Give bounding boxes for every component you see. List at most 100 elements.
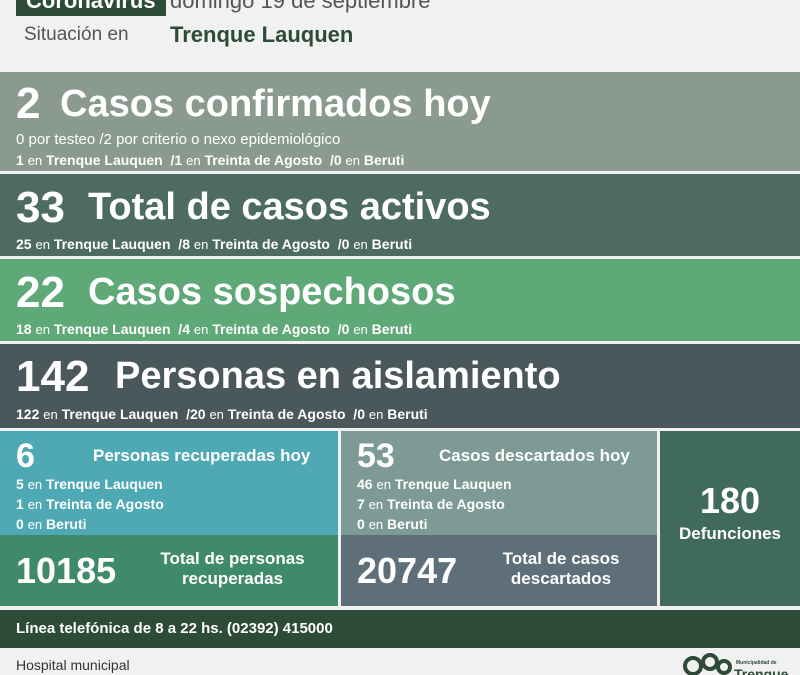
suspected-tl-count: 18 (16, 321, 32, 337)
en-label: en (27, 153, 43, 168)
confirmed-number: 2 (16, 79, 41, 128)
en-label: en (27, 477, 43, 492)
discarded-today-panel: 53 Casos descartados hoy 46 en Trenque L… (341, 431, 657, 535)
tl-label: Trenque Lauquen (53, 321, 171, 337)
beruti-label: Beruti (371, 236, 413, 252)
en-label: en (193, 237, 209, 252)
ta-label: Treinta de Agosto (46, 496, 164, 512)
recovered-today-title: Personas recuperadas hoy (93, 446, 311, 465)
discarded-today-number: 53 (357, 437, 395, 475)
deaths-label: Defunciones (678, 524, 782, 543)
footer-text: Hospital municipal (16, 657, 130, 673)
isolation-title: Personas en aislamiento (115, 355, 561, 397)
confirmed-be-count: 0 (333, 152, 342, 168)
en-label: en (35, 237, 50, 252)
suspected-number: 22 (16, 268, 65, 317)
recovered-today-be-count: 0 (16, 516, 24, 532)
situation-label: Situación en (24, 24, 129, 45)
discarded-today-be: 0 en Beruti (357, 517, 428, 531)
suspected-be-count: 0 (341, 321, 350, 337)
separator: / (178, 321, 183, 337)
beruti-label: Beruti (387, 406, 428, 422)
beruti-label: Beruti (46, 516, 87, 532)
active-ta-count: 8 (182, 236, 190, 252)
confirmed-breakdown-test: 0 por testeo (16, 131, 96, 148)
recovered-today-number: 6 (16, 437, 35, 475)
tl-label: Trenque Lauquen (394, 476, 512, 492)
ta-label: Treinta de Agosto (227, 406, 346, 422)
ta-label: Treinta de Agosto (204, 152, 323, 168)
recovered-total-panel: 10185 Total de personas recuperadas (0, 535, 338, 606)
separator: / (353, 406, 358, 422)
logo-big-text: Trenque (734, 666, 789, 675)
discarded-today-tl-count: 46 (357, 476, 373, 492)
en-label: en (368, 497, 384, 512)
header-tag: Coronavirus (16, 0, 166, 16)
en-label: en (353, 322, 368, 337)
isolation-ta-count: 20 (189, 406, 206, 422)
discarded-total-number: 20747 (357, 550, 458, 591)
recovered-today-tl-count: 5 (16, 476, 24, 492)
tl-label: Trenque Lauquen (53, 236, 171, 252)
active-title: Total de casos activos (88, 186, 491, 228)
recovered-today-ta: 1 en Treinta de Agosto (16, 497, 164, 511)
separator: / (186, 406, 190, 422)
tl-label: Trenque Lauquen (46, 152, 163, 168)
suspected-cases-band: 22 Casos sospechosos 18 en Trenque Lauqu… (0, 259, 800, 341)
confirmed-breakdown: 0 por testeo /2 por criterio o nexo epid… (16, 132, 340, 147)
discarded-total-title-line2: descartados (510, 569, 612, 589)
en-label: en (345, 153, 360, 168)
discarded-today-ta-count: 7 (357, 496, 365, 512)
separator: / (337, 321, 342, 337)
en-label: en (193, 322, 209, 337)
en-label: en (376, 477, 391, 492)
en-label: en (209, 407, 224, 422)
separator: / (337, 236, 342, 252)
discarded-total-panel: 20747 Total de casos descartados (341, 535, 657, 606)
logo-small-text: Municipalidad de (736, 660, 777, 666)
ta-label: Treinta de Agosto (212, 236, 330, 252)
isolation-locations: 122 en Trenque Lauquen /20 en Treinta de… (16, 407, 428, 421)
beruti-label: Beruti (371, 321, 413, 337)
discarded-today-tl: 46 en Trenque Lauquen (357, 477, 512, 491)
isolation-tl-count: 122 (16, 406, 40, 422)
en-label: en (368, 517, 384, 532)
en-label: en (35, 322, 50, 337)
en-label: en (368, 407, 384, 422)
active-number: 33 (16, 183, 65, 232)
suspected-locations: 18 en Trenque Lauquen /4 en Treinta de A… (16, 322, 412, 336)
en-label: en (27, 497, 43, 512)
suspected-title: Casos sospechosos (88, 271, 456, 313)
confirmed-tl-count: 1 (16, 152, 24, 168)
discarded-today-ta: 7 en Treinta de Agosto (357, 497, 505, 511)
suspected-ta-count: 4 (182, 321, 190, 337)
tl-label: Trenque Lauquen (46, 476, 163, 492)
discarded-today-title: Casos descartados hoy (439, 446, 630, 465)
recovered-today-ta-count: 1 (16, 496, 24, 512)
municipality-logo-icon (683, 653, 732, 675)
recovered-total-title-line1: Total de personas (160, 549, 305, 568)
confirmed-locations: 1 en Trenque Lauquen /1 en Treinta de Ag… (16, 153, 404, 167)
isolation-number: 142 (16, 352, 90, 401)
active-tl-count: 25 (16, 236, 32, 252)
recovered-total-title-line2: recuperadas (181, 569, 284, 589)
phone-line: Línea telefónica de 8 a 22 hs. (02392) 4… (0, 610, 800, 648)
recovered-total-number: 10185 (16, 550, 117, 591)
discarded-total-title: Total de casos descartados (481, 549, 641, 590)
en-label: en (43, 407, 58, 422)
header-date: domingo 19 de septiembre (170, 0, 431, 13)
separator: / (329, 152, 334, 168)
en-label: en (186, 153, 201, 168)
beruti-label: Beruti (363, 152, 405, 168)
en-label: en (353, 237, 368, 252)
confirmed-breakdown-criteria: /2 por criterio o nexo epidemiológico (99, 131, 341, 148)
confirmed-ta-count: 1 (174, 152, 183, 168)
recovered-total-title: Total de personas recuperadas (150, 549, 315, 590)
separator: / (170, 152, 175, 168)
header: Coronavirus domingo 19 de septiembre Sit… (0, 0, 800, 70)
isolation-band: 142 Personas en aislamiento 122 en Trenq… (0, 344, 800, 428)
recovered-today-tl: 5 en Trenque Lauquen (16, 477, 163, 491)
tl-label: Trenque Lauquen (61, 406, 179, 422)
en-label: en (27, 517, 43, 532)
confirmed-title: Casos confirmados hoy (60, 83, 491, 125)
